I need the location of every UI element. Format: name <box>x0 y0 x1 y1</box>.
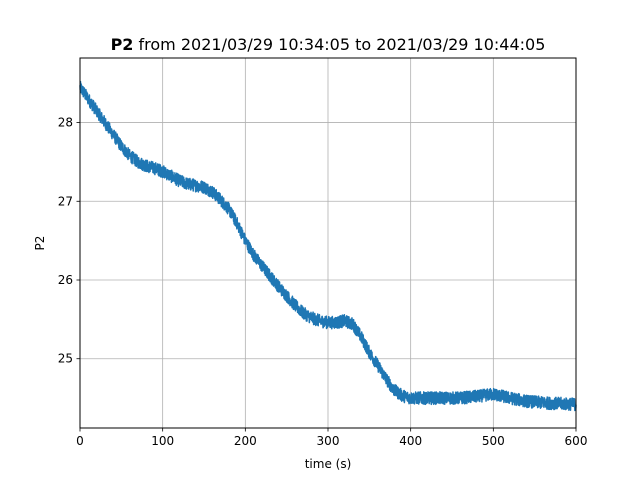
y-tick-label: 25 <box>58 352 73 366</box>
chart-title-rest: from 2021/03/29 10:34:05 to 2021/03/29 1… <box>133 35 545 54</box>
x-tick-label: 0 <box>76 434 84 448</box>
x-axis-label: time (s) <box>305 457 352 471</box>
x-tick-label: 100 <box>151 434 174 448</box>
x-tick-label: 500 <box>482 434 505 448</box>
x-tick-label: 200 <box>234 434 257 448</box>
series-line <box>79 80 577 412</box>
y-tick-label: 26 <box>58 273 73 287</box>
y-ticks: 25 26 27 28 <box>58 116 80 366</box>
y-tick-label: 27 <box>58 194 73 208</box>
x-ticks: 0 100 200 300 400 500 600 <box>76 428 587 448</box>
y-axis-label: P2 <box>33 236 47 251</box>
series-group <box>79 80 577 412</box>
chart-title: P2 from 2021/03/29 10:34:05 to 2021/03/2… <box>111 35 546 54</box>
y-tick-label: 28 <box>58 116 73 130</box>
x-tick-label: 600 <box>565 434 588 448</box>
x-tick-label: 300 <box>317 434 340 448</box>
x-tick-label: 400 <box>399 434 422 448</box>
chart-title-bold: P2 <box>111 35 134 54</box>
